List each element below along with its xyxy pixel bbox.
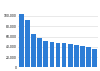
Bar — [80, 46, 85, 67]
Bar — [44, 41, 48, 67]
Bar — [74, 45, 79, 67]
Bar — [92, 49, 97, 67]
Bar — [68, 44, 72, 67]
Bar — [25, 20, 30, 67]
Bar — [56, 43, 60, 67]
Bar — [62, 43, 66, 67]
Bar — [31, 34, 36, 67]
Bar — [19, 14, 24, 67]
Bar — [86, 47, 91, 67]
Bar — [50, 42, 54, 67]
Bar — [37, 38, 42, 67]
